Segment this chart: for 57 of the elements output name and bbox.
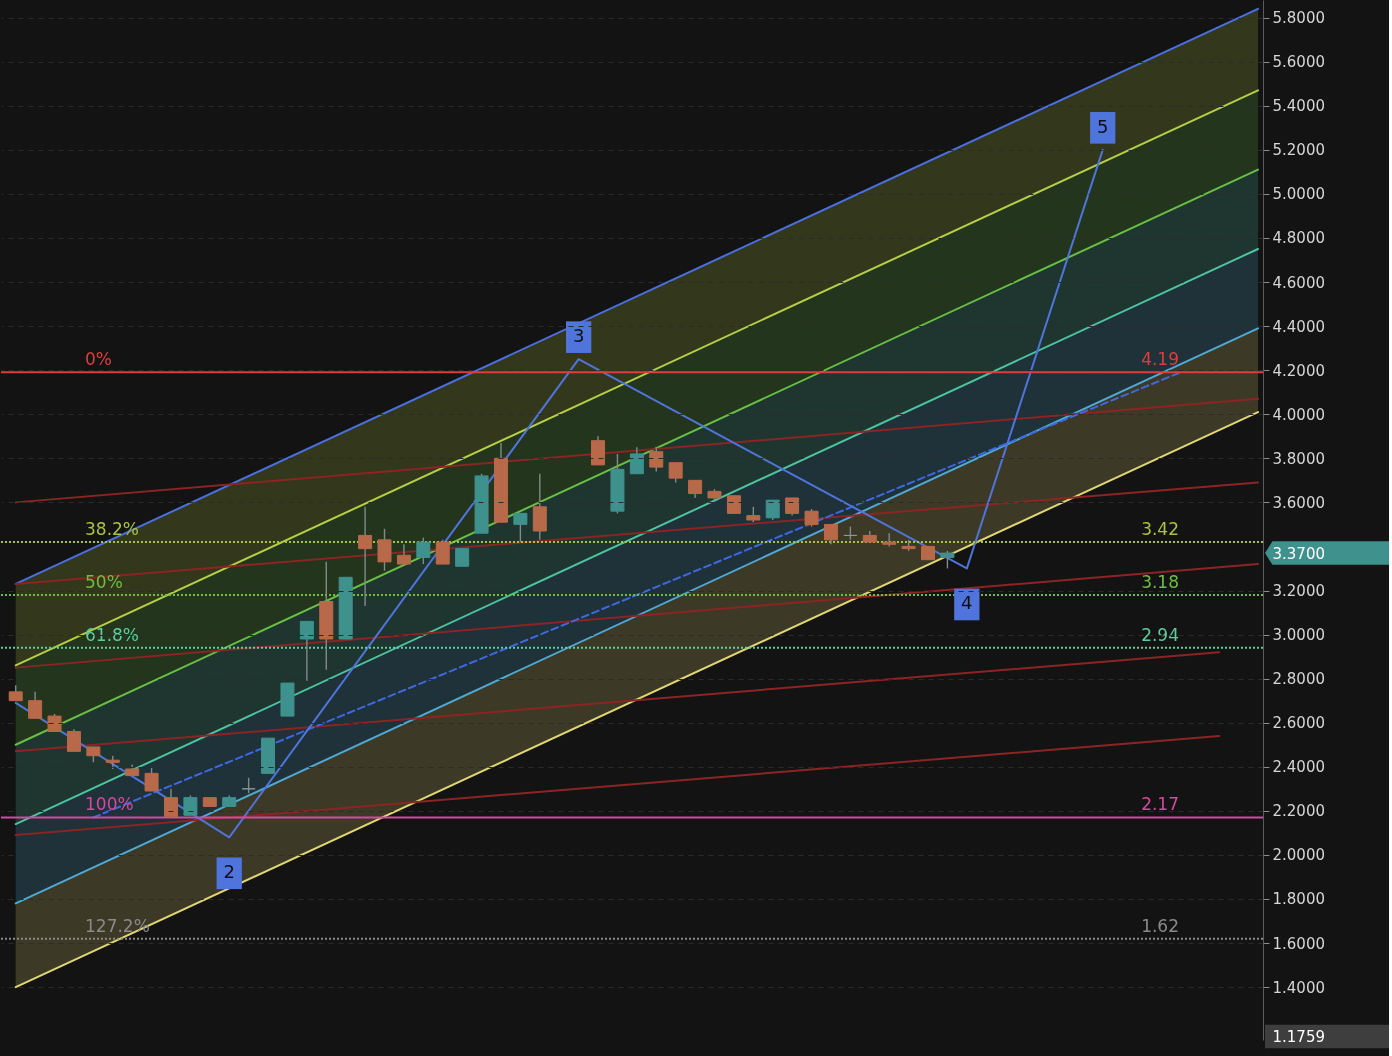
y-tick-label: 2.0000 (1272, 846, 1325, 865)
annotation: 2 (223, 861, 235, 883)
y-tick-label: 3.6000 (1272, 493, 1325, 512)
candlestick (377, 528, 392, 572)
ref-line-label: 3.18 (1141, 571, 1179, 592)
candlestick (66, 728, 81, 753)
annotation: 50% (85, 571, 123, 592)
candlestick (396, 543, 411, 565)
candlestick (668, 462, 683, 484)
y-tick-label: 2.6000 (1272, 714, 1325, 733)
annotation: 38.2% (85, 519, 140, 540)
ref-line-label: 1.62 (1141, 915, 1179, 936)
y-tick-label: 5.2000 (1272, 141, 1325, 160)
candlestick (649, 446, 664, 473)
y-tick-label: 1.4000 (1272, 978, 1325, 997)
y-tick-label: 1.1759 (1272, 1028, 1325, 1046)
annotation: 127.2% (85, 915, 150, 936)
annotation: 3 (572, 325, 585, 347)
y-tick-label: 4.4000 (1272, 317, 1325, 336)
annotation: 61.8% (85, 624, 140, 645)
y-tick-label: 5.4000 (1272, 97, 1325, 116)
y-tick-label: 5.6000 (1272, 53, 1325, 72)
ref-line-label: 4.19 (1141, 349, 1179, 370)
y-tick-label: 5.0000 (1272, 185, 1325, 204)
candlestick (299, 620, 314, 682)
candlestick (144, 766, 159, 792)
y-tick-label: 2.8000 (1272, 670, 1325, 689)
candlestick (823, 523, 838, 545)
annotation: 0% (85, 349, 112, 370)
y-tick-label: 3.0000 (1272, 626, 1325, 645)
candlestick (435, 539, 450, 565)
y-tick-label: 5.8000 (1272, 9, 1325, 28)
candlestick (358, 506, 373, 607)
candlestick (882, 532, 897, 548)
y-tick-label: 2.2000 (1272, 802, 1325, 821)
y-tick-label: 3.8000 (1272, 449, 1325, 468)
y-tick-label: 4.8000 (1272, 229, 1325, 248)
candlestick (163, 788, 178, 819)
y-tick-label: 3.2000 (1272, 582, 1325, 601)
y-tick-label: 4.2000 (1272, 361, 1325, 380)
y-tick-label: 4.6000 (1272, 273, 1325, 292)
y-tick-label: 1.6000 (1272, 934, 1325, 953)
ref-line-label: 2.17 (1141, 794, 1179, 815)
y-tick-label: 4.0000 (1272, 405, 1325, 424)
ref-line-label: 3.42 (1141, 519, 1179, 540)
candlestick (629, 446, 644, 475)
annotation: 4 (961, 592, 973, 614)
candlestick (513, 512, 528, 543)
y-tick-label: 3.3700 (1272, 544, 1325, 563)
candlestick (28, 691, 43, 720)
y-tick-label: 1.8000 (1272, 890, 1325, 909)
y-tick-label: 2.4000 (1272, 758, 1325, 777)
candlestick (416, 536, 431, 565)
candlestick (183, 794, 198, 816)
ref-line-label: 2.94 (1141, 624, 1179, 645)
annotation: 5 (1096, 115, 1109, 137)
candlestick (765, 499, 780, 521)
